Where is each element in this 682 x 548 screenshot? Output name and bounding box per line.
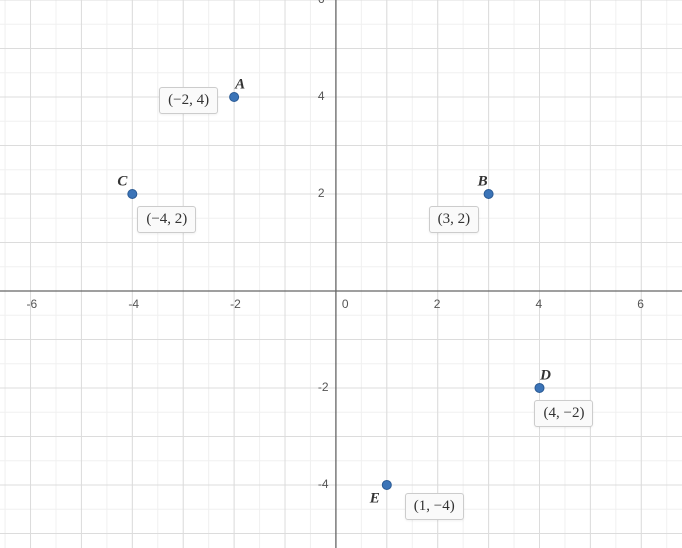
y-tick-label: 2 <box>318 186 325 200</box>
coord-label-e: (1, −4) <box>405 493 464 520</box>
point-d[interactable] <box>535 383 544 392</box>
x-tick-label: -2 <box>230 297 241 311</box>
point-label-e: E <box>370 490 380 507</box>
coord-label-d: (4, −2) <box>534 400 593 427</box>
coord-label-b: (3, 2) <box>429 206 480 233</box>
point-b[interactable] <box>484 189 493 198</box>
coord-label-a: (−2, 4) <box>159 87 218 114</box>
plot-svg <box>0 0 682 548</box>
point-a[interactable] <box>230 92 239 101</box>
y-tick-label: 4 <box>318 89 325 103</box>
y-tick-label: -2 <box>318 380 329 394</box>
point-label-c: C <box>117 173 127 190</box>
y-tick-label: -4 <box>318 477 329 491</box>
x-tick-label: 4 <box>535 297 542 311</box>
x-tick-label: 6 <box>637 297 644 311</box>
point-label-d: D <box>540 367 551 384</box>
coordinate-plane: -6 -4 -2 2 4 6 -4 -2 2 4 6 0 A (−2, 4) B (3, 2) C (−4, 2)… <box>0 0 682 548</box>
point-e[interactable] <box>382 480 391 489</box>
point-label-a: A <box>235 76 245 93</box>
point-label-b: B <box>478 173 488 190</box>
x-tick-label: 2 <box>434 297 441 311</box>
y-tick-label: 6 <box>318 0 325 6</box>
x-tick-label: -6 <box>27 297 38 311</box>
x-tick-label: -4 <box>128 297 139 311</box>
coord-label-c: (−4, 2) <box>137 206 196 233</box>
origin-label: 0 <box>342 297 349 311</box>
point-c[interactable] <box>128 189 137 198</box>
